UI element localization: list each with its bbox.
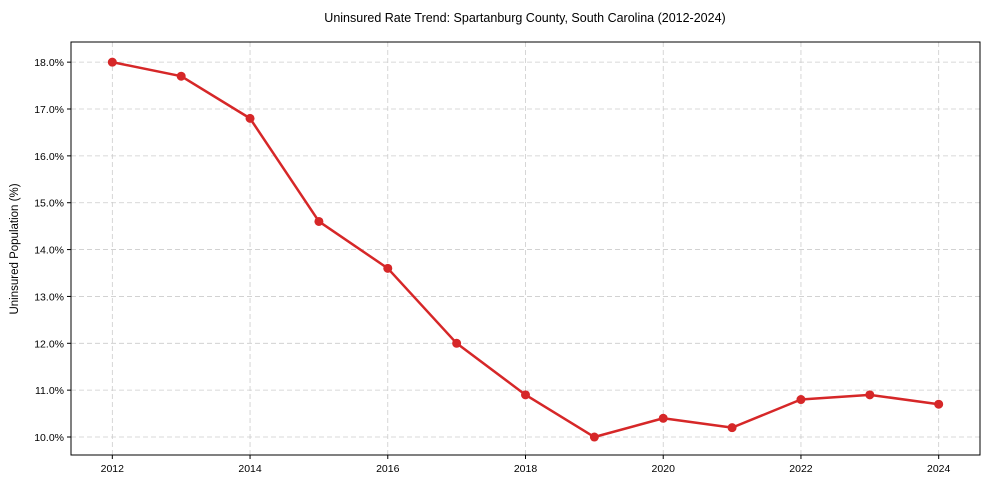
y-tick-label: 10.0% — [34, 432, 64, 444]
y-tick-label: 18.0% — [34, 57, 64, 69]
x-tick-label: 2012 — [101, 463, 125, 475]
x-tick-label: 2020 — [652, 463, 676, 475]
data-point — [658, 413, 668, 423]
x-tick-label: 2022 — [789, 463, 813, 475]
x-tick-label: 2018 — [514, 463, 538, 475]
data-point — [727, 423, 737, 433]
x-tick-label: 2014 — [238, 463, 262, 475]
data-point — [865, 390, 875, 400]
chart-title: Uninsured Rate Trend: Spartanburg County… — [324, 11, 725, 25]
data-point — [176, 71, 186, 81]
data-point — [314, 216, 324, 226]
x-tick-label: 2016 — [376, 463, 400, 475]
data-point — [452, 338, 462, 348]
plot-frame — [70, 41, 981, 456]
data-point — [796, 395, 806, 405]
y-tick-label: 15.0% — [34, 198, 64, 210]
data-point — [521, 390, 530, 400]
y-tick-label: 13.0% — [34, 291, 64, 303]
y-tick-label: 11.0% — [35, 385, 64, 397]
x-tick-label: 2024 — [927, 463, 951, 475]
data-point — [383, 263, 393, 273]
y-axis-label: Uninsured Population (%) — [9, 183, 21, 314]
data-point — [589, 432, 599, 442]
y-tick-label: 14.0% — [34, 245, 64, 257]
y-tick-label: 12.0% — [34, 338, 64, 350]
data-point — [934, 399, 944, 409]
data-point — [107, 57, 117, 67]
y-tick-label: 16.0% — [34, 151, 64, 163]
y-tick-label: 17.0% — [34, 104, 64, 116]
data-point — [245, 113, 255, 123]
